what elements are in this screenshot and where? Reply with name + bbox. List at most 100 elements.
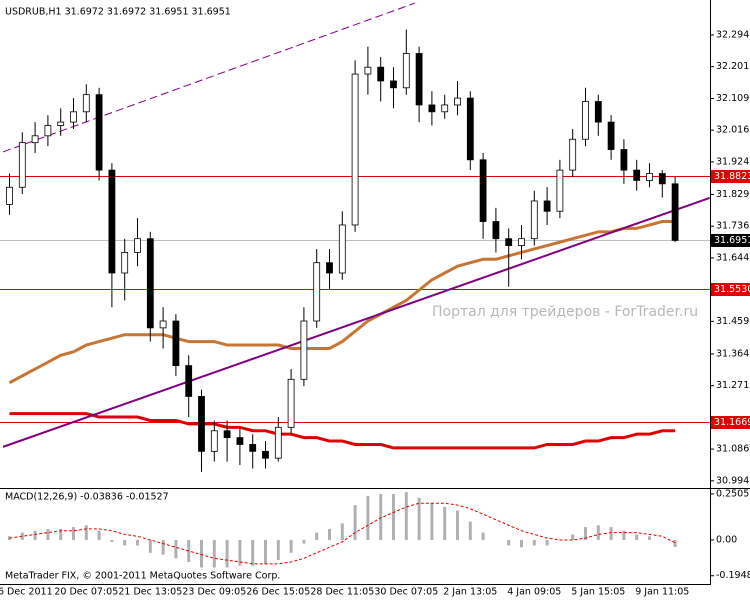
candle-body: [172, 320, 180, 366]
y-tick-label: 31.8290: [716, 189, 750, 200]
candle-body: [31, 135, 39, 144]
candle-body: [390, 80, 397, 89]
candle-body: [466, 97, 474, 161]
price-level-box: [711, 170, 750, 183]
candle-body: [338, 224, 346, 274]
candle-body: [454, 97, 461, 106]
candle-body: [44, 125, 52, 137]
candle-body: [313, 262, 321, 322]
candle-body: [82, 94, 90, 113]
candle-body: [633, 169, 641, 181]
x-tick-label: 23 Dec 09:05: [182, 587, 246, 598]
x-tick-label: 20 Dec 07:05: [54, 587, 118, 598]
candle-body: [274, 426, 282, 459]
candle-body: [556, 169, 564, 212]
x-tick-label: 26 Dec 15:05: [246, 587, 310, 598]
overlay: USDRUB,H1 31.6972 31.6972 31.6951 31.695…: [0, 7, 750, 598]
candle-body: [18, 142, 26, 188]
candle-body: [582, 101, 589, 140]
signal-line: [9, 502, 676, 565]
macd-panel: [8, 492, 677, 568]
candle-body: [530, 200, 538, 240]
candle-body: [607, 121, 615, 150]
price-level-box: [711, 416, 750, 429]
candle-body: [543, 200, 551, 212]
x-tick-label: 16 Dec 2011: [0, 587, 53, 598]
price-level-box: [711, 283, 750, 296]
candle-body: [492, 221, 500, 240]
y-tick-label: 0.25056: [716, 488, 750, 499]
y-tick-label: 32.1090: [716, 93, 750, 104]
candle-body: [658, 173, 666, 185]
candle-body: [646, 173, 653, 181]
candle-body: [300, 320, 308, 380]
candle-body: [134, 238, 141, 253]
price-level-label: 31.1669: [714, 417, 750, 428]
moving-average: [8, 220, 676, 385]
candle-body: [428, 104, 436, 113]
y-tick-label: 0.00: [716, 534, 737, 545]
candle-body: [108, 169, 116, 274]
candle-body: [95, 94, 103, 171]
candle-body: [223, 430, 231, 439]
y-tick-label: 32.0165: [716, 125, 750, 136]
main-panel: [0, 2, 710, 472]
y-tick-label: 31.3640: [716, 348, 750, 359]
x-tick-label: 28 Dec 11:05: [310, 587, 374, 598]
candle-body: [159, 320, 167, 329]
x-tick-label: 21 Dec 13:05: [118, 587, 182, 598]
candle-body: [210, 430, 218, 452]
candle-body: [57, 121, 65, 126]
candle-body: [620, 149, 628, 171]
candle-body: [121, 252, 129, 274]
candle-body: [518, 238, 525, 246]
x-tick-label: 2 Jan 13:05: [443, 587, 497, 598]
y-tick-label: 31.7365: [716, 221, 750, 232]
candle-body: [198, 396, 205, 452]
candle-body: [262, 450, 269, 459]
price-level-label: 31.8823: [714, 171, 750, 182]
price-level-label: 31.5530: [714, 284, 750, 295]
trend-line: [2, 196, 710, 448]
x-tick-label: 9 Jan 11:05: [635, 587, 689, 598]
y-tick-label: 31.2715: [716, 380, 750, 391]
macd-title: MACD(12,26,9) -0.03836 -0.01527: [5, 492, 169, 503]
y-tick-label: 31.0865: [716, 444, 750, 455]
chart-title: USDRUB,H1 31.6972 31.6972 31.6951 31.695…: [5, 7, 231, 18]
candle-body: [594, 101, 602, 123]
y-tick-label: 31.6440: [716, 252, 750, 263]
watermark: Портал для трейдеров - ForTrader.ru: [432, 304, 698, 320]
footer: MetaTrader FIX, © 2001-2011 MetaQuotes S…: [5, 571, 280, 582]
candle-body: [441, 104, 449, 113]
candle-body: [479, 159, 487, 222]
candle-body: [287, 378, 295, 428]
x-tick-label: 5 Jan 15:05: [571, 587, 625, 598]
candle-body: [6, 186, 13, 205]
trend-line: [2, 2, 416, 153]
candle-body: [146, 238, 154, 329]
y-tick-label: 30.9940: [716, 475, 750, 486]
x-tick-label: 30 Dec 07:05: [374, 587, 438, 598]
candle-body: [671, 183, 679, 241]
candle-body: [185, 365, 193, 397]
candle-body: [569, 138, 577, 171]
price-level-box: [711, 234, 750, 247]
x-tick-label: 4 Jan 09:05: [507, 587, 561, 598]
y-tick-label: -0.19484: [716, 570, 750, 581]
y-tick-label: 31.9240: [716, 156, 750, 167]
candle-body: [415, 53, 423, 106]
y-tick-label: 31.4590: [716, 316, 750, 327]
candle-body: [70, 111, 77, 123]
candle-body: [236, 437, 244, 445]
candle-body: [377, 66, 385, 82]
candle-body: [351, 73, 359, 226]
moving-average: [9, 412, 676, 450]
candle-body: [326, 262, 333, 274]
candle-body: [505, 238, 513, 246]
candle-body: [402, 53, 410, 89]
price-level-label: 31.6951: [714, 235, 750, 246]
candle-body: [364, 66, 372, 75]
